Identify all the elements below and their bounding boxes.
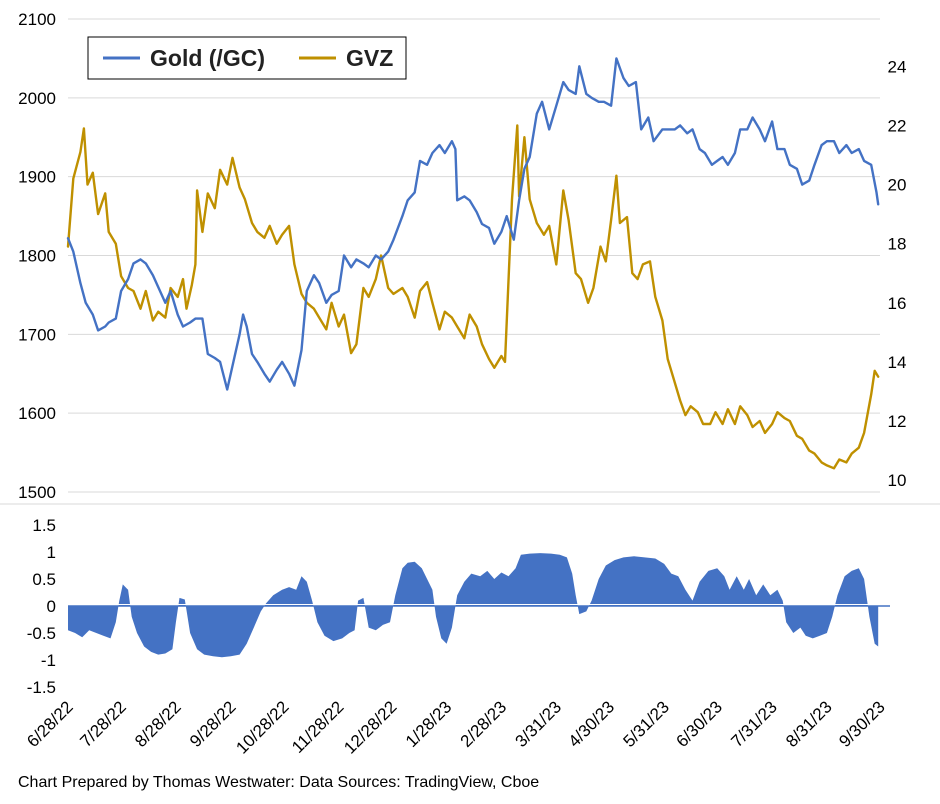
series-line-gvz (66, 124, 880, 470)
right-tick-label: 20 (888, 176, 907, 195)
right-tick-label: 22 (888, 116, 907, 135)
bottom-tick-label: 0.5 (32, 570, 56, 589)
left-tick-label: 2100 (18, 10, 56, 29)
right-tick-label: 14 (888, 353, 907, 372)
left-tick-label: 1700 (18, 325, 56, 344)
left-tick-label: 2000 (18, 89, 56, 108)
bottom-tick-label: 0 (47, 597, 56, 616)
legend-label-gvz: GVZ (346, 45, 393, 71)
series-line-gold (66, 57, 880, 391)
legend: Gold (/GC) GVZ (87, 36, 407, 80)
left-tick-label: 1600 (18, 404, 56, 423)
legend-box (87, 36, 407, 80)
top-gridlines (68, 18, 880, 493)
legend-label-gold: Gold (/GC) (150, 45, 265, 71)
top-right-axis-ticks: 10 12 14 16 18 20 22 24 (888, 57, 907, 490)
right-tick-label: 10 (888, 471, 907, 490)
left-tick-label: 1900 (18, 168, 56, 187)
left-tick-label: 1500 (18, 483, 56, 502)
bottom-tick-label: -0.5 (27, 624, 56, 643)
bottom-area-series (68, 553, 890, 658)
right-tick-label: 24 (888, 57, 907, 76)
bottom-tick-label: 1 (47, 543, 56, 562)
right-tick-label: 16 (888, 294, 907, 313)
left-tick-label: 1800 (18, 247, 56, 266)
bottom-tick-label: -1.5 (27, 678, 56, 697)
top-series (66, 57, 880, 470)
correlation-area (68, 553, 879, 658)
bottom-y-axis-ticks: -1.5 -1 -0.5 0 0.5 1 1.5 (27, 516, 56, 697)
right-tick-label: 12 (888, 412, 907, 431)
chart-caption: Chart Prepared by Thomas Westwater: Data… (18, 774, 539, 791)
top-left-axis-ticks: 1500 1600 1700 1800 1900 2000 2100 (18, 10, 56, 502)
bottom-tick-label: -1 (41, 651, 56, 670)
bottom-tick-label: 1.5 (32, 516, 56, 535)
right-tick-label: 18 (888, 235, 907, 254)
